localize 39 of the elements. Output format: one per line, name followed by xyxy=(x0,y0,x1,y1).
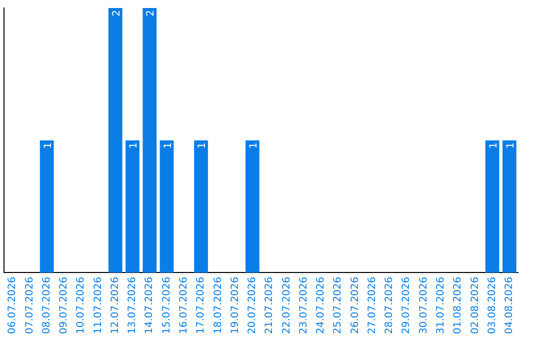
data-label: 2 xyxy=(146,10,157,16)
data-label: 2 xyxy=(111,10,122,16)
x-tick-label: 02.08.2026 xyxy=(470,276,481,334)
x-tick-label: 03.08.2026 xyxy=(486,276,498,334)
x-tick-label: 24.07.2026 xyxy=(316,276,327,334)
data-label: 1 xyxy=(128,142,140,149)
x-tick-label: 16.07.2026 xyxy=(178,276,190,334)
data-label: 1 xyxy=(162,142,174,149)
x-tick-label: 06.07.2026 xyxy=(7,276,18,334)
x-tick-label: 17.07.2026 xyxy=(196,276,207,334)
x-tick-label: 22.07.2026 xyxy=(281,276,292,334)
x-tick-label: 14.07.2026 xyxy=(144,276,156,334)
x-tick-label: 28.07.2026 xyxy=(384,276,396,334)
data-label: 1 xyxy=(42,142,54,149)
x-tick-label: 07.07.2026 xyxy=(24,276,36,334)
x-tick-label: 09.07.2026 xyxy=(58,276,70,334)
x-tick-label: 20.07.2026 xyxy=(247,276,258,334)
x-tick-label: 12.07.2026 xyxy=(110,276,121,334)
x-tick-label: 30.07.2026 xyxy=(418,276,430,334)
x-tick-label: 31.07.2026 xyxy=(435,276,446,334)
data-label: 1 xyxy=(505,142,516,149)
x-tick-label: 13.07.2026 xyxy=(127,276,138,334)
x-tick-label: 18.07.2026 xyxy=(212,276,224,334)
x-tick-label: 11.07.2026 xyxy=(92,276,104,334)
data-label: 1 xyxy=(488,142,500,149)
data-label: 1 xyxy=(197,142,208,149)
x-tick-label: 26.07.2026 xyxy=(350,276,361,334)
x-tick-label: 25.07.2026 xyxy=(332,276,344,334)
x-tick-label: 08.07.2026 xyxy=(41,276,52,334)
x-tick-label: 01.08.2026 xyxy=(452,276,464,334)
x-tick-label: 21.07.2026 xyxy=(264,276,276,334)
x-tick-label: 23.07.2026 xyxy=(298,276,310,334)
x-tick-label: 27.07.2026 xyxy=(366,276,378,334)
x-tick-label: 04.08.2026 xyxy=(504,276,516,334)
x-tick-label: 29.07.2026 xyxy=(401,276,412,334)
data-label: 1 xyxy=(248,142,260,149)
x-tick-label: 15.07.2026 xyxy=(161,276,172,334)
x-tick-label: 10.07.2026 xyxy=(76,276,87,334)
x-tick-label: 19.07.2026 xyxy=(230,276,241,334)
